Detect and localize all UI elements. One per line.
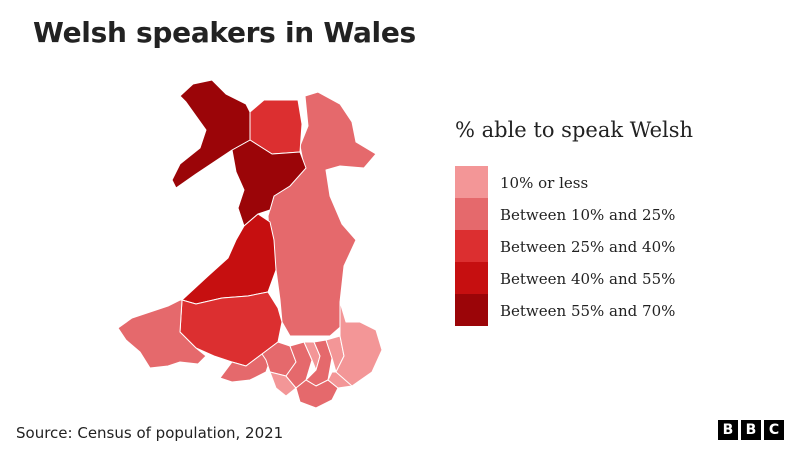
legend-swatch [455,166,488,198]
region-cardiff [295,379,339,409]
region-pembrokeshire [117,299,207,369]
legend-swatch [455,262,488,294]
legend-label: Between 10% and 25% [500,206,676,224]
region-bridgend [269,371,297,397]
region-gwynedd-upper [231,139,307,227]
wales-map [117,79,383,409]
chart-title: Welsh speakers in Wales [33,16,416,49]
bbc-logo: B B C [718,420,784,440]
source-note: Source: Census of population, 2021 [16,424,284,442]
legend: 10% or less Between 10% and 25% Between … [455,166,755,326]
bbc-logo-letter: C [764,420,784,440]
region-monmouthshire [335,301,383,389]
legend-item: Between 40% and 55% [455,262,755,294]
region-anglesey [171,79,251,189]
region-ceredigion [181,213,277,305]
legend-label: Between 25% and 40% [500,238,676,256]
legend-label: 10% or less [500,174,589,192]
legend-swatch [455,294,488,326]
legend-label: Between 55% and 70% [500,302,676,320]
legend-item: Between 25% and 40% [455,230,755,262]
bbc-logo-letter: B [718,420,738,440]
region-newport [327,371,353,389]
legend-item: Between 10% and 25% [455,198,755,230]
legend-swatch [455,198,488,230]
legend-item: Between 55% and 70% [455,294,755,326]
legend-swatch [455,230,488,262]
legend-item: 10% or less [455,166,755,198]
legend-label: Between 40% and 55% [500,270,676,288]
bbc-logo-letter: B [741,420,761,440]
region-swansea [219,353,271,383]
legend-title: % able to speak Welsh [455,118,694,142]
